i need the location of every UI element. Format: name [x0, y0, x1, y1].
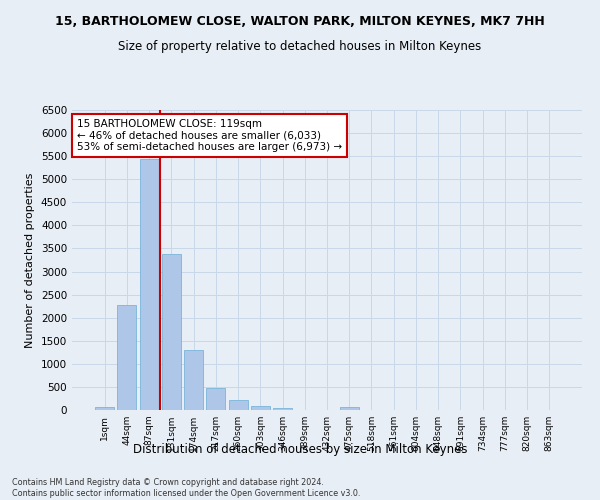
- Bar: [162, 254, 181, 410]
- Bar: [95, 407, 114, 410]
- Bar: [140, 160, 158, 410]
- Text: Distribution of detached houses by size in Milton Keynes: Distribution of detached houses by size …: [133, 442, 467, 456]
- Bar: [118, 305, 136, 410]
- Bar: [340, 408, 359, 410]
- Bar: [273, 408, 292, 410]
- Bar: [229, 400, 248, 410]
- Y-axis label: Number of detached properties: Number of detached properties: [25, 172, 35, 348]
- Text: Size of property relative to detached houses in Milton Keynes: Size of property relative to detached ho…: [118, 40, 482, 53]
- Text: 15, BARTHOLOMEW CLOSE, WALTON PARK, MILTON KEYNES, MK7 7HH: 15, BARTHOLOMEW CLOSE, WALTON PARK, MILT…: [55, 15, 545, 28]
- Text: 15 BARTHOLOMEW CLOSE: 119sqm
← 46% of detached houses are smaller (6,033)
53% of: 15 BARTHOLOMEW CLOSE: 119sqm ← 46% of de…: [77, 119, 342, 152]
- Text: Contains HM Land Registry data © Crown copyright and database right 2024.
Contai: Contains HM Land Registry data © Crown c…: [12, 478, 361, 498]
- Bar: [184, 350, 203, 410]
- Bar: [251, 406, 270, 410]
- Bar: [206, 388, 225, 410]
